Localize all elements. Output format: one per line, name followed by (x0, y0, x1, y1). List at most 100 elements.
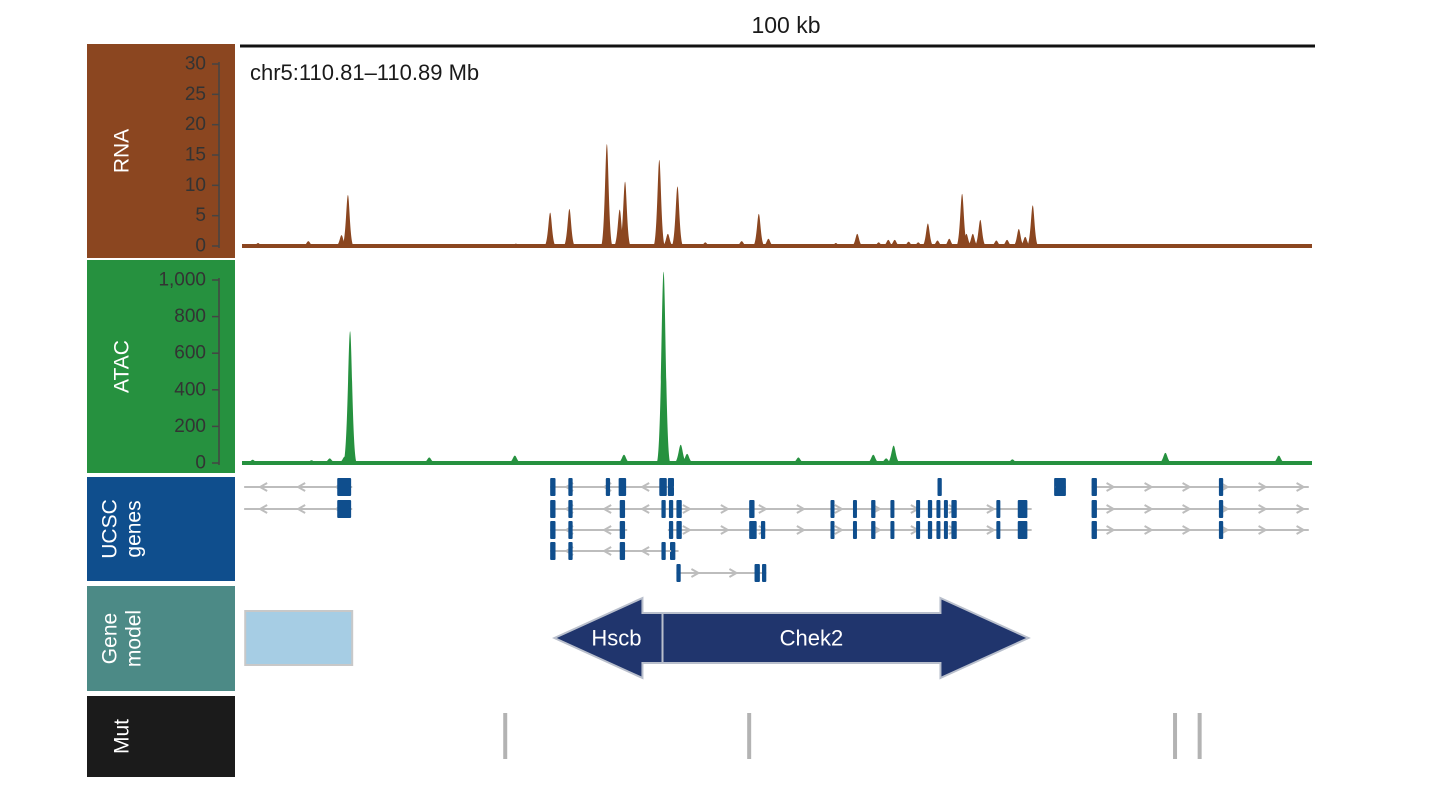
exon (754, 564, 760, 582)
exon (830, 521, 835, 539)
exon (1218, 521, 1224, 539)
atac-signal-track (242, 271, 1312, 465)
exon (618, 478, 627, 496)
strand-chevron (834, 504, 844, 514)
signal-peak (931, 240, 944, 246)
signal-peak (966, 233, 979, 246)
strand-chevron (758, 504, 768, 514)
exon (1017, 521, 1028, 539)
exon (659, 478, 667, 496)
track-label: RNA (111, 129, 134, 173)
exon (1218, 478, 1224, 496)
signal-peak (1158, 452, 1173, 463)
signal-peak (762, 238, 775, 246)
strand-chevron (1182, 482, 1192, 492)
exon (996, 500, 1001, 518)
exon (1091, 521, 1097, 539)
exon (937, 478, 942, 496)
exon (760, 521, 766, 539)
signal-peak (656, 271, 671, 463)
signal-peak (990, 240, 1003, 246)
signal-peak (619, 181, 632, 246)
strand-chevron (1258, 525, 1268, 535)
exon (671, 542, 676, 560)
exon (1091, 500, 1097, 518)
signal-peak (735, 241, 748, 246)
exon (619, 521, 626, 539)
exon (668, 521, 674, 539)
signal-peak (1026, 205, 1039, 246)
track-label: genes (123, 500, 146, 557)
strand-chevron (640, 504, 650, 514)
transcript (550, 478, 674, 496)
track-headers: RNA ATAC UCSC genes Gene model Mut (87, 44, 235, 777)
exon (337, 500, 352, 518)
signal-peak (616, 454, 631, 463)
exon (676, 564, 681, 582)
signal-peak (680, 453, 695, 463)
y-tick-label: 15 (185, 145, 206, 166)
exon (890, 500, 895, 518)
signal-peak (1271, 455, 1286, 463)
y-tick-label: 20 (185, 114, 206, 135)
signal-peak (791, 457, 806, 463)
signal-peak (509, 243, 522, 246)
exon (568, 542, 573, 560)
exon (943, 521, 948, 539)
exon (568, 478, 573, 496)
strand-chevron (1258, 482, 1268, 492)
exon (852, 521, 857, 539)
strand-chevron (720, 525, 730, 535)
strand-chevron (1144, 482, 1154, 492)
strand-chevron (640, 482, 650, 492)
signal-peak (699, 242, 712, 246)
y-tick-label: 0 (195, 236, 206, 257)
exon (749, 500, 755, 518)
signal-peak (422, 457, 437, 463)
strand-chevron (796, 525, 806, 535)
y-tick-label: 0 (195, 453, 206, 474)
exon (550, 542, 556, 560)
signal-peak (341, 195, 354, 246)
gene-model-box (244, 610, 354, 666)
signal-peak (882, 239, 895, 246)
exon (996, 521, 1001, 539)
strand-chevron (296, 504, 306, 514)
track-header-atac (87, 260, 235, 473)
track-header-gene-model (87, 586, 235, 691)
transcript (667, 478, 1061, 496)
track-label: ATAC (111, 340, 134, 393)
strand-chevron (834, 525, 844, 535)
exon (936, 521, 941, 539)
transcript (667, 521, 1032, 539)
exon (749, 521, 757, 539)
exon (951, 521, 957, 539)
strand-chevron (682, 525, 692, 535)
exon (661, 542, 666, 560)
signal-peak (343, 331, 358, 463)
exon (550, 478, 556, 496)
exon (830, 500, 835, 518)
track-label: Gene (99, 613, 122, 664)
strand-chevron (986, 525, 996, 535)
signal-peak (943, 238, 956, 246)
exon (568, 500, 573, 518)
gene-name-label: Chek2 (780, 626, 844, 651)
signal-peak (673, 444, 688, 463)
signal-peak (671, 186, 684, 246)
strand-chevron (1144, 525, 1154, 535)
strand-chevron (640, 546, 650, 556)
track-label: UCSC (99, 499, 122, 559)
signal-peak (507, 455, 522, 463)
exon (676, 521, 682, 539)
exon (927, 500, 933, 518)
exon (943, 500, 948, 518)
exon (550, 500, 556, 518)
locus-label: chr5:110.81–110.89 Mb (250, 60, 479, 85)
exon (568, 521, 573, 539)
scale-label: 100 kb (751, 12, 820, 38)
signal-peak (921, 223, 934, 246)
transcript (1091, 521, 1309, 539)
exon (619, 500, 626, 518)
strand-chevron (682, 504, 692, 514)
